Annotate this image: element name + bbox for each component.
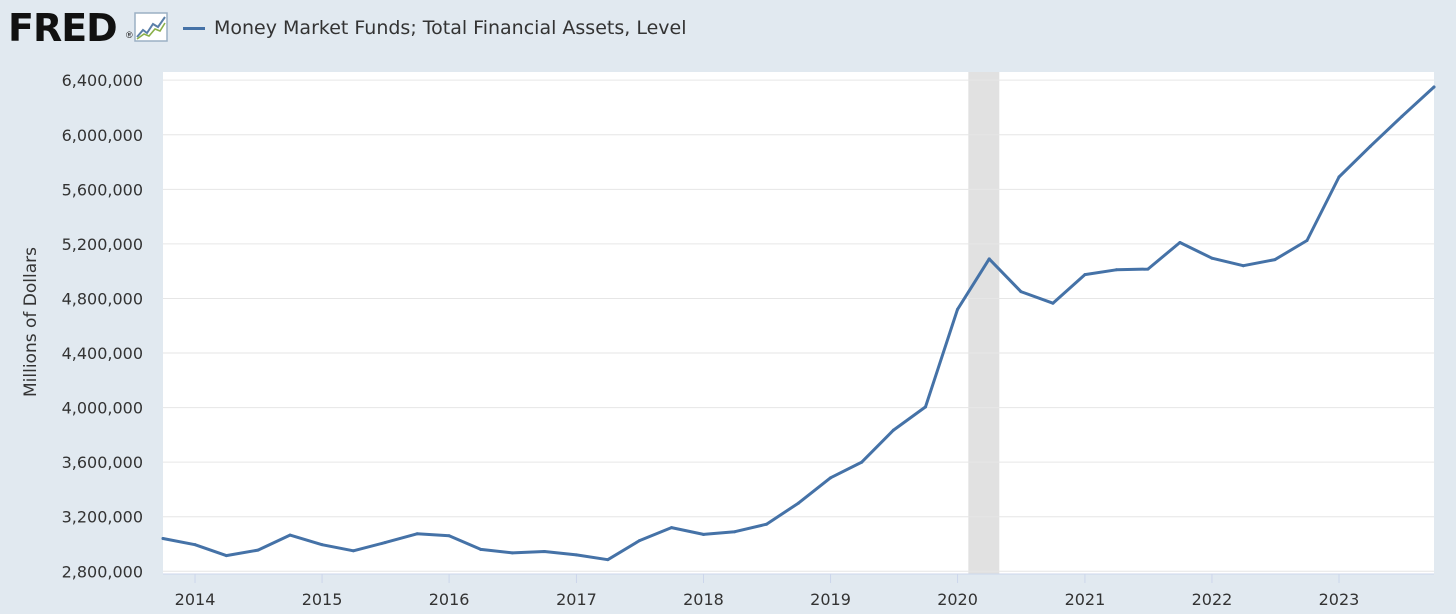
data-point[interactable]: [1019, 290, 1023, 294]
data-point[interactable]: [288, 533, 292, 537]
data-point[interactable]: [1400, 114, 1404, 118]
data-point[interactable]: [606, 558, 610, 562]
y-tick-label: 6,000,000: [62, 126, 143, 145]
data-point[interactable]: [415, 532, 419, 536]
data-point[interactable]: [733, 530, 737, 534]
data-point[interactable]: [829, 476, 833, 480]
y-tick-label: 4,000,000: [62, 399, 143, 418]
data-point[interactable]: [892, 428, 896, 432]
data-point[interactable]: [860, 460, 864, 464]
data-point[interactable]: [637, 539, 641, 543]
data-point[interactable]: [1337, 175, 1341, 179]
x-tick-label: 2014: [175, 590, 216, 609]
data-point[interactable]: [1210, 256, 1214, 260]
data-point[interactable]: [1305, 238, 1309, 242]
data-point[interactable]: [224, 554, 228, 558]
data-point[interactable]: [1368, 144, 1372, 148]
data-point[interactable]: [383, 541, 387, 545]
x-tick-label: 2019: [810, 590, 851, 609]
data-point[interactable]: [1083, 273, 1087, 277]
x-tick-label: 2017: [556, 590, 597, 609]
y-tick-label: 5,600,000: [62, 180, 143, 199]
x-tick-label: 2015: [302, 590, 343, 609]
y-tick-label: 6,400,000: [62, 71, 143, 90]
fred-logo[interactable]: FRED: [8, 6, 118, 50]
y-tick-label: 3,600,000: [62, 453, 143, 472]
data-point[interactable]: [193, 543, 197, 547]
data-point[interactable]: [669, 526, 673, 530]
data-point[interactable]: [256, 548, 260, 552]
data-point[interactable]: [764, 522, 768, 526]
data-point[interactable]: [574, 553, 578, 557]
data-point[interactable]: [924, 405, 928, 409]
x-tick-label: 2016: [429, 590, 470, 609]
data-point[interactable]: [542, 549, 546, 553]
data-point[interactable]: [1146, 267, 1150, 271]
y-tick-label: 5,200,000: [62, 235, 143, 254]
data-point[interactable]: [320, 543, 324, 547]
x-tick-label: 2023: [1319, 590, 1360, 609]
data-point[interactable]: [510, 551, 514, 555]
recession-band: [968, 72, 1000, 574]
legend-series-label[interactable]: Money Market Funds; Total Financial Asse…: [214, 17, 687, 39]
data-point[interactable]: [1432, 85, 1436, 89]
data-point[interactable]: [1178, 241, 1182, 245]
chart-header: FRED ® Money Market Funds; Total Financi…: [0, 0, 1456, 58]
data-point[interactable]: [447, 534, 451, 538]
y-tick-label: 2,800,000: [62, 562, 143, 581]
x-tick-label: 2018: [683, 590, 724, 609]
data-point[interactable]: [1114, 268, 1118, 272]
chart-line-icon: [134, 12, 168, 42]
y-tick-label: 4,400,000: [62, 344, 143, 363]
x-tick-label: 2021: [1065, 590, 1106, 609]
x-tick-label: 2022: [1192, 590, 1233, 609]
data-point[interactable]: [479, 547, 483, 551]
data-point[interactable]: [1241, 264, 1245, 268]
data-point[interactable]: [1273, 258, 1277, 262]
y-axis-label: Millions of Dollars: [21, 247, 41, 397]
data-point[interactable]: [351, 549, 355, 553]
y-tick-label: 3,200,000: [62, 508, 143, 527]
data-point[interactable]: [701, 532, 705, 536]
data-point[interactable]: [161, 537, 165, 541]
x-tick-label: 2020: [937, 590, 978, 609]
data-point[interactable]: [797, 501, 800, 505]
data-point[interactable]: [987, 257, 991, 261]
plot-background: [163, 72, 1434, 574]
legend-series-swatch: [183, 27, 205, 30]
data-point[interactable]: [956, 307, 960, 311]
y-tick-label: 4,800,000: [62, 289, 143, 308]
registered-mark: ®: [126, 30, 133, 40]
data-point[interactable]: [1051, 301, 1055, 305]
